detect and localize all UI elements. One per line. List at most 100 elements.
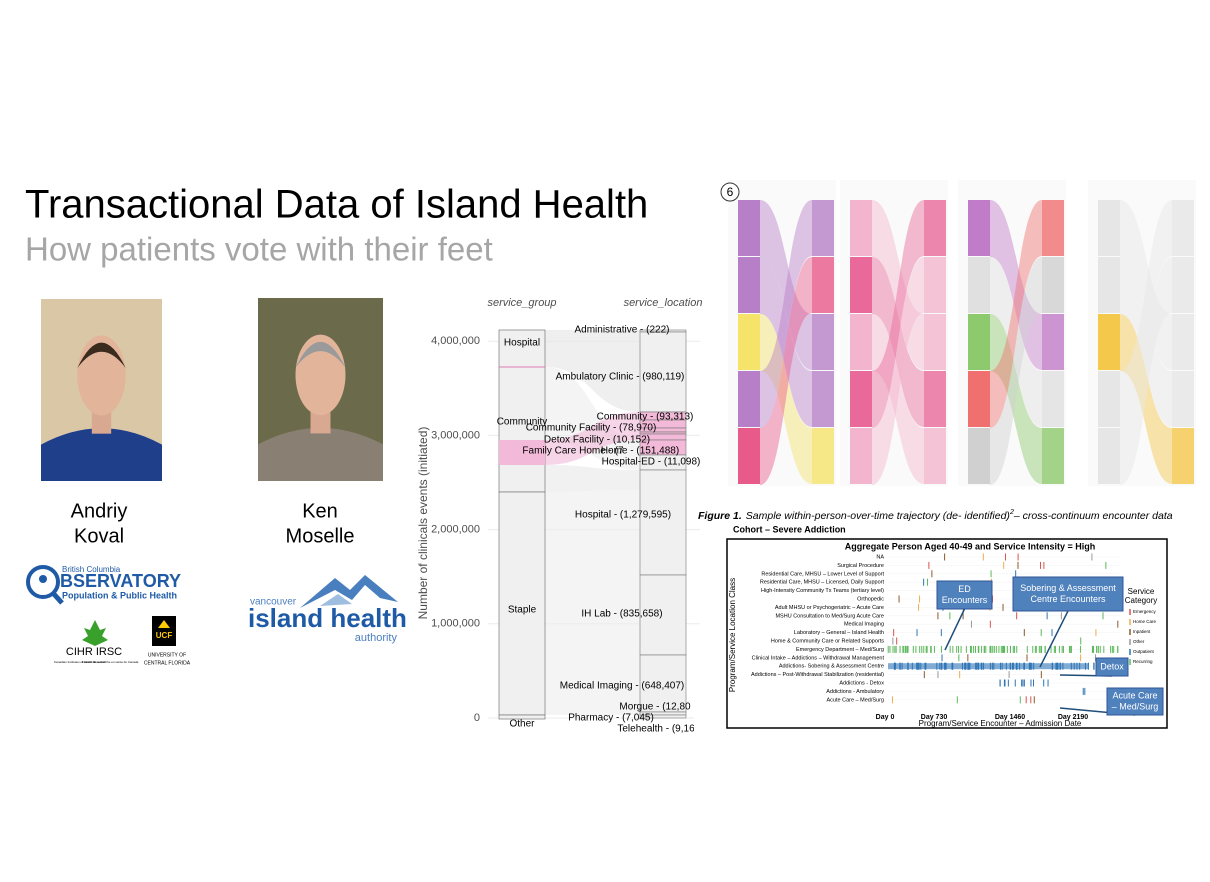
- panel-stratum: [812, 371, 834, 427]
- legend-item: Outpatient: [1133, 649, 1155, 654]
- panel-stratum: [738, 428, 760, 484]
- figure-caption: Figure 1. Sample within-person-over-time …: [698, 509, 1173, 522]
- panel-flow: [760, 257, 812, 427]
- badge-label: 6: [727, 185, 734, 199]
- callout-arrow: [1039, 610, 1069, 668]
- legend-item: Emergency: [1133, 609, 1157, 614]
- flow: [545, 465, 640, 492]
- cohort-label: Cohort – Severe Addiction: [733, 524, 846, 534]
- row-label: Acute Care – Med/Surg: [827, 697, 884, 703]
- location-label: Hospital - (1,279,595): [575, 510, 671, 521]
- subtitle: How patients vote with their feet: [25, 231, 493, 268]
- logo-text: Population & Public Health: [62, 590, 177, 600]
- panel-stratum: [850, 371, 872, 427]
- panel-stratum: [738, 257, 760, 313]
- caption-part: Sample within-person-over-time trajector…: [746, 510, 1010, 522]
- logo-text: vancouver: [250, 597, 297, 608]
- group-label: Other: [509, 719, 535, 730]
- chart-title: Aggregate Person Aged 40-49 and Service …: [845, 541, 1096, 551]
- x-tick-label: Day 0: [876, 714, 895, 721]
- photo: [41, 299, 162, 481]
- row-label: Emergency Department – Med/Surg: [796, 647, 884, 653]
- logo-text: British Columbia: [62, 565, 121, 574]
- panel-flow: [990, 314, 1042, 484]
- panel-stratum: [1098, 314, 1120, 370]
- stratum: [639, 469, 687, 576]
- panel-stratum: [1098, 428, 1120, 484]
- row-label: Home & Community Care or Related Support…: [771, 638, 884, 644]
- observatory-icon: [51, 591, 64, 605]
- island-health-mountains: [300, 575, 398, 608]
- flow: [545, 367, 640, 470]
- panel-flow: [872, 257, 924, 485]
- shirt: [258, 427, 383, 481]
- chart-frame: [726, 538, 1168, 729]
- panel-flow: [990, 200, 1042, 370]
- panel-stratum: [968, 257, 990, 313]
- panel-stratum: [1098, 371, 1120, 427]
- panel-stratum: [1042, 428, 1064, 484]
- stratum: [498, 714, 546, 720]
- location-label: Community Facility - (78,970): [526, 423, 657, 434]
- callout-text: Acute Care: [1112, 690, 1157, 700]
- caption-part: 2: [1009, 509, 1014, 516]
- x-tick-label: Day 2190: [1058, 714, 1088, 721]
- callout-box: [936, 580, 993, 610]
- panel-flow: [1120, 200, 1172, 428]
- callout-text: Encounters: [942, 595, 988, 605]
- panel-flow: [872, 200, 924, 370]
- location-label: Community - (93,313): [597, 412, 694, 423]
- photo: [258, 298, 383, 481]
- location-label: Medical Imaging - (648,407): [560, 681, 685, 692]
- x-tick-label: Day 730: [921, 714, 948, 721]
- observatory-icon: [39, 575, 47, 583]
- panel-stratum: [812, 428, 834, 484]
- logo-text: UCF: [156, 631, 173, 640]
- panel-stratum: [968, 428, 990, 484]
- panel-flow: [990, 257, 1042, 427]
- sobering-band: [888, 663, 1088, 670]
- location-label: Hospital-ED - (11,098): [602, 457, 701, 468]
- panel-stratum: [1172, 200, 1194, 256]
- location-label: Pharmacy - (7,045): [568, 713, 654, 724]
- logo-text: Instituts de recherche en santé du Canad…: [82, 660, 139, 664]
- panel-stratum: [924, 200, 946, 256]
- y-tick-label: 1,000,000: [431, 618, 480, 630]
- group-label: Hospital: [504, 338, 540, 349]
- logo-text: Canadian Institutes of Health Research: [54, 660, 107, 664]
- panel-stratum: [1172, 428, 1194, 484]
- legend-item: Other: [1133, 639, 1145, 644]
- panel-stratum: [1172, 257, 1194, 313]
- panel-stratum: [1042, 200, 1064, 256]
- cihr-leaf: [82, 620, 108, 646]
- location-label: IH Lab - (835,658): [581, 609, 662, 620]
- row-label: Residential Care, MHSU – Lower Level of …: [761, 571, 884, 577]
- callout-text: Sobering & Assessment: [1020, 583, 1116, 593]
- legend-title: Service: [1128, 587, 1155, 596]
- panel-flow: [1120, 257, 1172, 427]
- logo-text: CENTRAL FLORIDA: [144, 660, 191, 666]
- row-label: High-Intensity Community Tx Teams (terti…: [761, 588, 884, 594]
- y-tick-label: 0: [474, 712, 480, 724]
- row-label: Addictions- Sobering & Assessment Centre: [779, 664, 884, 670]
- y-tick-label: 2,000,000: [431, 524, 480, 536]
- row-label: Addictions - Detox: [839, 680, 884, 686]
- panel-stratum: [738, 314, 760, 370]
- panel-stratum: [850, 200, 872, 256]
- panel-flow: [760, 200, 812, 428]
- title: Transactional Data of Island Health: [25, 183, 648, 227]
- location-label: Morgue - (12,80: [619, 702, 691, 713]
- panel-stratum: [924, 257, 946, 313]
- group-label: Community: [497, 417, 548, 428]
- logo-text: authority: [355, 632, 398, 644]
- panel-stratum: [812, 257, 834, 313]
- row-label: Medical Imaging: [844, 622, 884, 628]
- panel-stratum: [968, 314, 990, 370]
- legend-item: Recurring: [1133, 659, 1153, 664]
- panel-stratum: [924, 314, 946, 370]
- row-label: Addictions – Post-Withdrawal Stabilizati…: [751, 672, 884, 678]
- axis-title: Number of clinicals events (initiated): [416, 427, 430, 620]
- panel-stratum: [924, 371, 946, 427]
- observatory-icon: [26, 565, 60, 599]
